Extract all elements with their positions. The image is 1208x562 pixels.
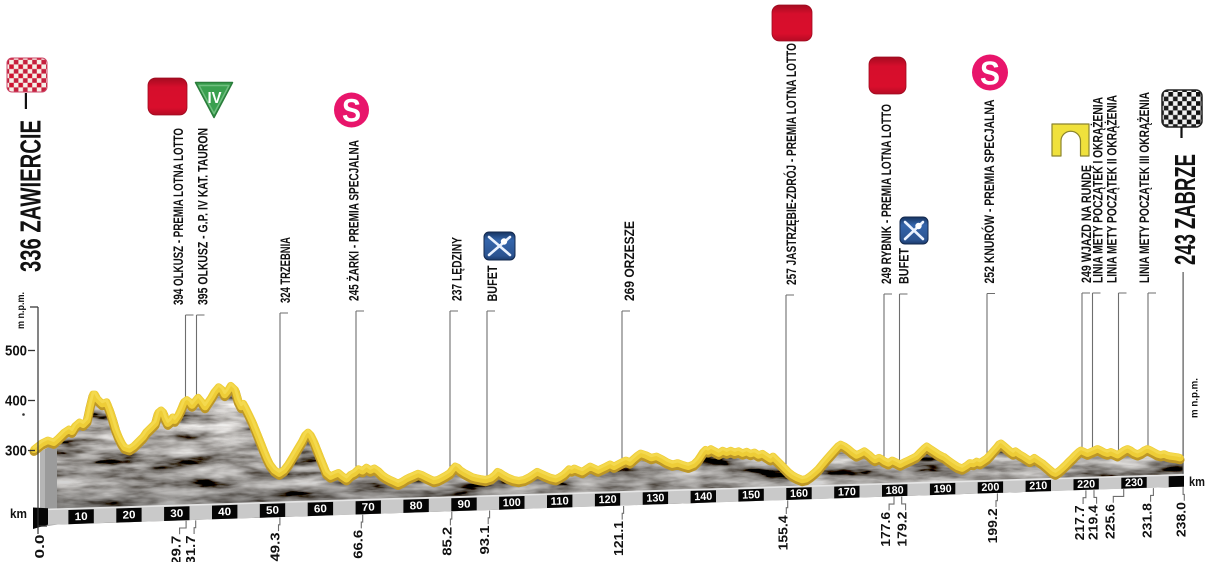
svg-text:245 ŻARKI - PREMIA SPECJALNA: 245 ŻARKI - PREMIA SPECJALNA [346,140,362,301]
svg-text:30: 30 [170,508,183,520]
svg-text:20: 20 [122,509,135,521]
svg-text:50: 50 [266,505,279,517]
svg-text:121.1: 121.1 [612,521,626,556]
svg-text:231.8: 231.8 [1141,503,1155,538]
svg-text:IV: IV [208,90,222,107]
svg-text:230: 230 [1125,477,1143,490]
svg-text:395 OLKUSZ - G.P. IV KAT. TAUR: 395 OLKUSZ - G.P. IV KAT. TAURON [195,128,211,305]
svg-text:31.7: 31.7 [184,535,198,562]
svg-text:BUFET: BUFET [896,248,912,284]
svg-text:252 KNURÓW - PREMIA SPECJALNA: 252 KNURÓW - PREMIA SPECJALNA [980,100,997,284]
svg-text:199.2: 199.2 [986,508,1000,543]
svg-text:249 WJAZD NA RUNDĘ: 249 WJAZD NA RUNDĘ [1078,165,1094,283]
svg-text:S: S [980,54,1000,91]
svg-text:200: 200 [981,481,999,494]
svg-text:238.0: 238.0 [1174,502,1188,537]
svg-text:m n.p.m.: m n.p.m. [15,292,27,329]
svg-text:219.4: 219.4 [1087,505,1101,540]
svg-text:394 OLKUSZ - PREMIA LOTNA LOTT: 394 OLKUSZ - PREMIA LOTNA LOTTO [170,128,186,305]
svg-text:243 ZABRZE: 243 ZABRZE [1170,154,1202,265]
svg-text:190: 190 [933,483,951,496]
svg-text:85.2: 85.2 [440,527,454,556]
svg-text:237 LĘDZINY: 237 LĘDZINY [449,237,465,301]
svg-text:km: km [1189,474,1205,489]
svg-text:180: 180 [886,485,904,498]
svg-text:400: 400 [5,394,27,410]
svg-text:210: 210 [1029,480,1047,493]
svg-text:225.6: 225.6 [1103,504,1117,539]
svg-text:269 ORZESZE: 269 ORZESZE [621,221,637,301]
svg-text:120: 120 [598,494,616,507]
svg-text:S: S [342,93,361,129]
svg-text:40: 40 [218,506,231,518]
svg-text:LINIA METY POCZĄTEK I OKRĄŻENI: LINIA METY POCZĄTEK I OKRĄŻENIA [1090,97,1106,283]
svg-text:500: 500 [5,344,27,360]
svg-text:249 RYBNIK - PREMIA LOTNA LOTT: 249 RYBNIK - PREMIA LOTNA LOTTO [878,104,894,284]
svg-text:170: 170 [838,486,856,499]
svg-text:m n.p.m.: m n.p.m. [1189,378,1201,418]
svg-text:66.6: 66.6 [351,530,365,559]
svg-text:80: 80 [409,500,422,512]
svg-text:93.1: 93.1 [478,525,492,554]
svg-text:49.3: 49.3 [269,532,283,561]
svg-text:km: km [10,506,27,521]
svg-text:0.0: 0.0 [33,534,47,558]
svg-text:BUFET: BUFET [484,265,500,301]
svg-text:110: 110 [551,495,569,508]
svg-text:150: 150 [742,489,760,502]
svg-text:160: 160 [790,488,808,501]
svg-text:60: 60 [314,503,327,515]
svg-text:130: 130 [646,492,664,505]
svg-text:177.6: 177.6 [879,512,893,547]
svg-text:217.7: 217.7 [1073,505,1087,540]
svg-text:LINIA METY POCZĄTEK III OKRĄŻE: LINIA METY POCZĄTEK III OKRĄŻENIA [1136,92,1152,283]
svg-text:155.4: 155.4 [776,515,790,550]
svg-text:LINIA METY POCZĄTEK II OKRĄŻEN: LINIA METY POCZĄTEK II OKRĄŻENIA [1104,95,1120,283]
svg-text:70: 70 [362,502,375,514]
svg-text:324 TRZEBNIA: 324 TRZEBNIA [277,237,293,303]
svg-text:29.7: 29.7 [170,536,184,562]
svg-text:300: 300 [5,444,27,460]
svg-text:220: 220 [1077,478,1095,491]
svg-text:336 ZAWIERCIE: 336 ZAWIERCIE [16,120,48,272]
svg-text:10: 10 [74,511,87,523]
svg-text:257 JASTRZĘBIE-ZDRÓJ - PREMIA: 257 JASTRZĘBIE-ZDRÓJ - PREMIA LOTNA LOTT… [782,43,799,285]
svg-text:90: 90 [457,499,470,511]
svg-text:140: 140 [694,491,712,504]
svg-text:179.2: 179.2 [896,512,910,547]
svg-text:100: 100 [503,497,521,510]
